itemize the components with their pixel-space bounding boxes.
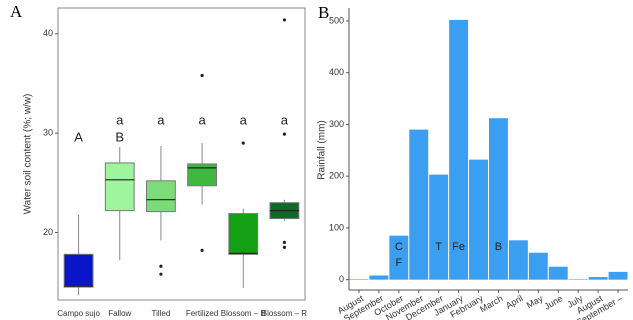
bar (548, 266, 568, 280)
group-letter: a (198, 112, 206, 127)
x-tick-label: March (478, 293, 505, 314)
bar (449, 19, 469, 280)
bar (489, 118, 508, 280)
bar (429, 174, 449, 280)
bar (369, 275, 389, 280)
bar-annotation: T (435, 241, 442, 253)
group-letter: a (281, 112, 289, 127)
panel-label: B (318, 3, 329, 22)
x-tick-label: Blossom – R (262, 309, 308, 318)
group-letter: a (116, 112, 124, 127)
outlier (282, 240, 287, 244)
outlier (200, 248, 204, 252)
outlier (241, 141, 245, 145)
bar-annotation: F (395, 257, 402, 269)
bar (409, 129, 429, 280)
y-tick-label: 30 (43, 128, 53, 138)
bar (508, 240, 528, 280)
bar (608, 271, 628, 280)
outlier (282, 132, 287, 136)
y-tick-label: 20 (43, 227, 53, 237)
bar (588, 277, 608, 280)
group-letter: A (74, 129, 83, 144)
bar-annotation: C (395, 241, 403, 253)
outlier (159, 272, 163, 276)
y-tick-label: 0 (339, 274, 344, 284)
group-letter: a (157, 112, 165, 127)
x-tick-label: June (543, 293, 565, 311)
outlier (282, 18, 287, 22)
box (146, 180, 176, 213)
x-tick-label: Tilled (152, 309, 171, 318)
bar (389, 235, 409, 280)
y-tick-label: 200 (329, 171, 344, 181)
outlier (200, 73, 204, 78)
y-tick-label: 300 (329, 119, 344, 129)
y-axis-label: Water soil content (%; w/w) (23, 94, 34, 215)
group-letter: a (240, 112, 248, 127)
box (187, 163, 217, 187)
x-tick-label: Fertilized (186, 309, 218, 318)
x-tick-label: Fallow (108, 309, 131, 318)
bar (568, 279, 588, 280)
bar (528, 252, 548, 280)
bar (469, 159, 488, 280)
y-tick-label: 100 (329, 222, 344, 232)
x-tick-label: April (504, 293, 525, 311)
bar-annotation: B (495, 241, 502, 253)
box (228, 213, 259, 255)
outlier (159, 264, 163, 268)
bar-annotation: Fe (452, 241, 465, 253)
y-tick-label: 400 (329, 67, 344, 77)
group-letter: B (115, 129, 124, 144)
box (63, 253, 94, 288)
x-tick-label: Campo sujo (57, 309, 100, 318)
y-axis-label: Rainfall (mm) (317, 120, 328, 179)
y-tick-label: 40 (43, 28, 53, 38)
bar (349, 279, 369, 280)
x-tick-label: May (525, 293, 545, 310)
panel-label: A (10, 2, 23, 21)
y-tick-label: 500 (329, 15, 344, 25)
plot-frame (57, 7, 306, 301)
x-tick-label: Blossom – B (221, 309, 266, 318)
box (104, 162, 135, 212)
outlier (282, 245, 287, 249)
